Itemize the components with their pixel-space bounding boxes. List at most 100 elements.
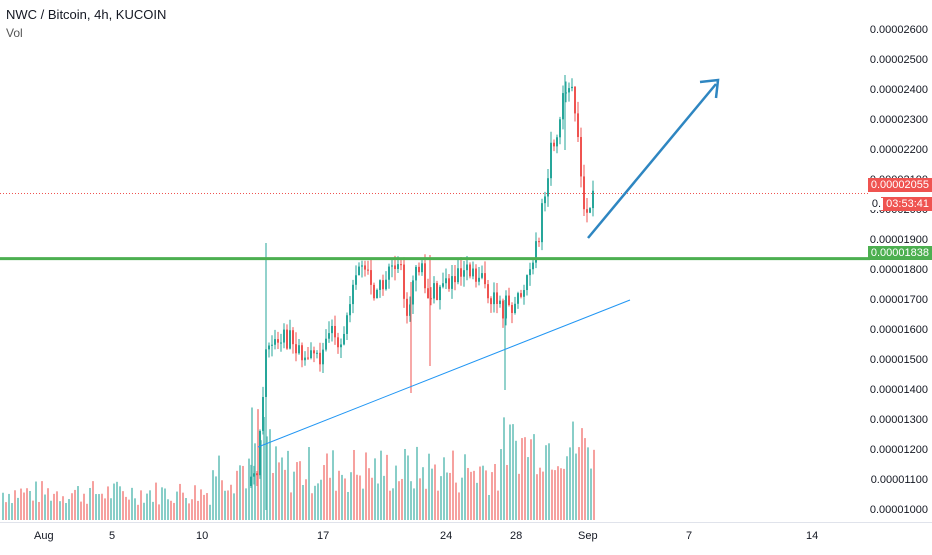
volume-bar — [50, 500, 52, 520]
candle-body — [256, 473, 258, 476]
candle-body — [538, 241, 540, 243]
candle-body — [301, 345, 303, 361]
projection-arrow-line — [587, 83, 717, 239]
volume-bar — [17, 497, 19, 520]
volume-bar — [71, 493, 73, 520]
volume-bar — [389, 490, 391, 520]
candle-body — [571, 86, 573, 89]
volume-bar — [581, 428, 583, 520]
volume-bar — [458, 492, 460, 520]
candle-body — [343, 333, 345, 345]
candle-body — [412, 280, 414, 305]
candle-body — [490, 298, 492, 305]
volume-bar — [77, 486, 79, 520]
volume-bar — [563, 468, 565, 520]
volume-bar — [386, 454, 388, 520]
symbol-title[interactable]: NWC / Bitcoin, 4h, KUCOIN — [6, 7, 167, 22]
volume-bar — [311, 493, 313, 520]
volume-bar — [416, 446, 418, 520]
volume-bar — [338, 470, 340, 520]
volume-bar — [359, 475, 361, 520]
candle-body — [295, 344, 297, 354]
volume-bar — [548, 443, 550, 520]
candle-body — [592, 190, 594, 209]
date-tick-label: 24 — [440, 530, 453, 542]
volume-bar — [455, 482, 457, 520]
volume-bar — [206, 493, 208, 520]
candle-body — [460, 268, 462, 277]
price-tick-label: 0.00002300 — [869, 114, 928, 126]
volume-bar — [227, 490, 229, 520]
candle-body — [523, 290, 525, 297]
volume-bar — [269, 429, 271, 520]
volume-bar — [272, 472, 274, 520]
volume-bar — [347, 491, 349, 520]
volume-bar — [98, 494, 100, 520]
candle-body — [451, 276, 453, 289]
volume-bar — [326, 453, 328, 520]
volume-bar — [257, 409, 259, 520]
candle-body — [445, 278, 447, 284]
volume-bar — [353, 449, 355, 520]
volume-bar — [80, 501, 82, 520]
candle-body — [547, 178, 549, 197]
volume-bar — [317, 483, 319, 520]
volume-bar — [341, 474, 343, 520]
candle-body — [271, 344, 273, 346]
volume-bar — [497, 490, 499, 520]
candle-body — [400, 264, 402, 266]
candle-body — [559, 119, 561, 138]
candle-body — [457, 268, 459, 283]
volume-bar — [23, 492, 25, 520]
candle-body — [283, 329, 285, 343]
volume-bar — [443, 457, 445, 520]
volume-bar — [59, 501, 61, 520]
volume-bar — [278, 462, 280, 520]
candle-body — [298, 345, 300, 354]
candle-body — [424, 263, 426, 289]
candle-body — [487, 284, 489, 299]
candle-body — [334, 325, 336, 338]
volume-bar — [143, 502, 145, 520]
volume-bar — [410, 481, 412, 520]
candle-body — [274, 339, 276, 345]
last-price-tag: 0.00002055 — [867, 178, 932, 192]
candle-body — [532, 262, 534, 270]
candle-body — [520, 293, 522, 297]
volume-bar — [344, 478, 346, 520]
price-tick-label: 0.00001400 — [869, 384, 928, 396]
candle-body — [331, 325, 333, 334]
volume-bar — [173, 502, 175, 520]
candle-body — [433, 283, 435, 299]
volume-bar — [470, 471, 472, 520]
candle-body — [478, 277, 480, 282]
volume-bar — [476, 482, 478, 520]
candle-body — [421, 263, 423, 273]
volume-label[interactable]: Vol — [6, 26, 23, 40]
axis-divider — [0, 522, 932, 523]
date-tick-label: 7 — [686, 530, 693, 542]
volume-bar — [152, 501, 154, 520]
volume-bar — [89, 487, 91, 520]
candle-body — [565, 92, 567, 94]
candle-body — [376, 289, 378, 299]
volume-bar — [95, 494, 97, 520]
volume-bar — [248, 458, 250, 520]
volume-bar — [521, 438, 523, 520]
legend: NWC / Bitcoin, 4h, KUCOIN Vol — [6, 6, 166, 42]
candle-body — [352, 284, 354, 305]
volume-bar — [332, 450, 334, 520]
candle-body — [472, 268, 474, 277]
candle-body — [556, 137, 558, 147]
volume-bar — [56, 491, 58, 520]
candle-body — [517, 293, 519, 304]
volume-bar — [107, 486, 109, 520]
volume-bar — [230, 484, 232, 520]
volume-bar — [260, 440, 262, 520]
candle-body — [280, 342, 282, 344]
volume-bar — [398, 481, 400, 520]
candle-body — [475, 268, 477, 282]
volume-bar — [506, 464, 508, 520]
